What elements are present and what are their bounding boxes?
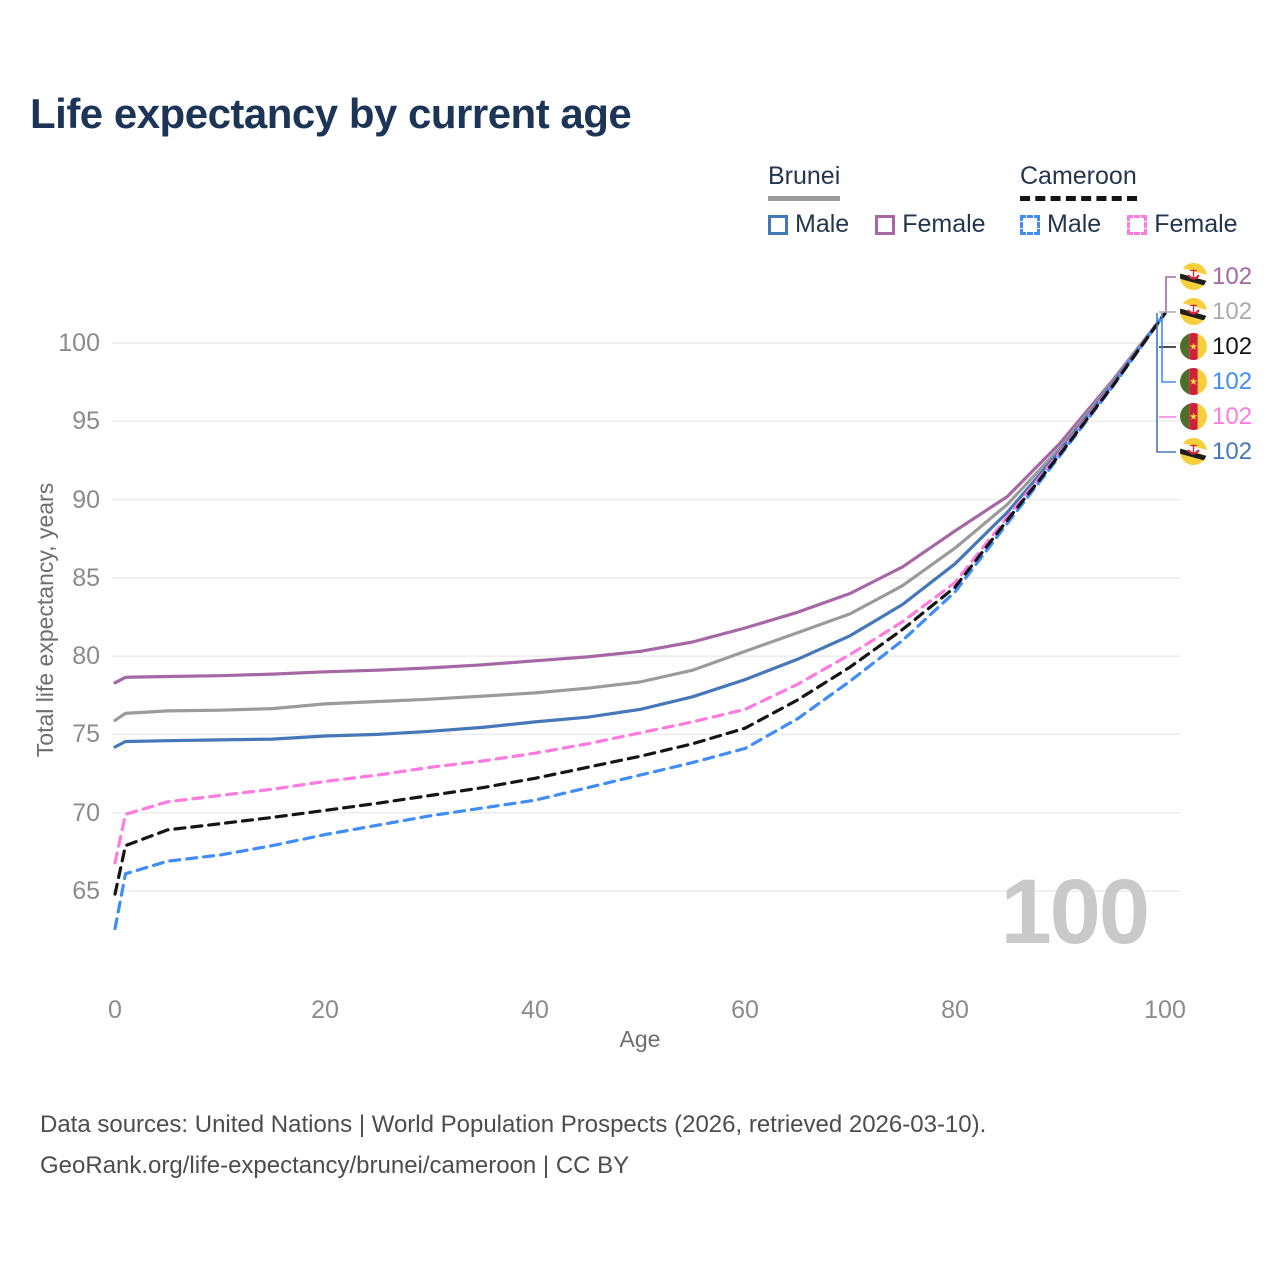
legend-item-cameroon-male[interactable]: Male: [1020, 210, 1101, 239]
x-tick-label: 100: [1144, 996, 1186, 1024]
cameroon-flag-icon: [1180, 333, 1207, 360]
legend-swatch-cameroon-male: [1020, 214, 1040, 235]
data-sources-line: Data sources: United Nations | World Pop…: [40, 1111, 987, 1138]
y-tick-label: 70: [72, 798, 100, 827]
y-tick-label: 65: [72, 876, 100, 905]
series-line-cameroon-male: [113, 311, 1167, 931]
leader-line: [1156, 313, 1176, 453]
brunei-flag-icon: [1180, 298, 1207, 325]
age-frame-watermark: 100: [1000, 861, 1151, 963]
brunei-flag-icon: [1180, 263, 1207, 290]
legend-group-title-brunei: Brunei: [768, 162, 841, 201]
y-tick-label: 80: [72, 642, 100, 671]
cameroon-flag-icon: [1180, 403, 1207, 430]
legend-group-cameroon: Cameroon Male Female: [1020, 162, 1238, 239]
brunei-flag-icon: [1180, 438, 1207, 465]
series-line-cameroon-female: [113, 311, 1167, 865]
page-title: Life expectancy by current age: [30, 90, 632, 137]
legend-group-title-cameroon: Cameroon: [1020, 162, 1137, 201]
series-end-labels: 102: [1180, 259, 1252, 469]
legend-label: Female: [902, 210, 986, 238]
legend-label: Male: [1047, 210, 1102, 238]
y-tick-label: 75: [72, 720, 100, 749]
legend-swatch-cameroon-female: [1127, 214, 1148, 235]
series-line-cameroon: [113, 311, 1167, 896]
y-tick-label: 90: [72, 485, 100, 514]
end-value: 102: [1212, 402, 1253, 430]
series-line-brunei-male: [113, 311, 1167, 749]
x-axis-title: Age: [619, 1026, 661, 1052]
y-tick-label: 85: [72, 563, 100, 592]
legend-label: Male: [795, 210, 850, 238]
series-line-brunei-female: [113, 311, 1167, 685]
cameroon-flag-icon: [1180, 368, 1207, 395]
legend-swatch-brunei-female: [875, 214, 896, 235]
end-label-brunei-female: 102: [1180, 259, 1252, 294]
end-label-cameroon-female: 102: [1180, 399, 1252, 434]
leader-line: [1165, 276, 1176, 313]
end-value: 102: [1212, 262, 1253, 290]
legend-label: Female: [1154, 210, 1238, 238]
x-tick-label: 0: [108, 996, 122, 1024]
legend-swatch-brunei-male: [768, 214, 788, 235]
x-tick-label: 40: [521, 996, 549, 1024]
end-label-brunei-male: 102: [1180, 434, 1252, 469]
y-tick-label: 95: [72, 407, 100, 436]
y-tick-label: 100: [58, 329, 100, 357]
x-tick-label: 60: [731, 996, 759, 1024]
legend-item-brunei-male[interactable]: Male: [768, 210, 849, 239]
end-value: 102: [1212, 332, 1253, 360]
series-line-brunei: [113, 311, 1167, 722]
attribution-footer: Data sources: United Nations | World Pop…: [40, 1104, 986, 1186]
legend-item-cameroon-female[interactable]: Female: [1127, 210, 1238, 239]
end-value: 102: [1212, 437, 1253, 465]
end-value: 102: [1212, 367, 1253, 395]
legend-group-brunei: Brunei Male Female: [768, 162, 986, 239]
x-tick-label: 20: [311, 996, 339, 1024]
end-value: 102: [1212, 297, 1253, 325]
legend-item-brunei-female[interactable]: Female: [875, 210, 986, 239]
end-label-cameroon-male: 102: [1180, 364, 1252, 399]
end-label-cameroon-both: 102: [1180, 329, 1252, 364]
license-line: GeoRank.org/life-expectancy/brunei/camer…: [40, 1152, 630, 1179]
leader-line: [1161, 313, 1176, 383]
end-label-brunei-both: 102: [1180, 294, 1252, 329]
x-tick-label: 80: [941, 996, 969, 1024]
